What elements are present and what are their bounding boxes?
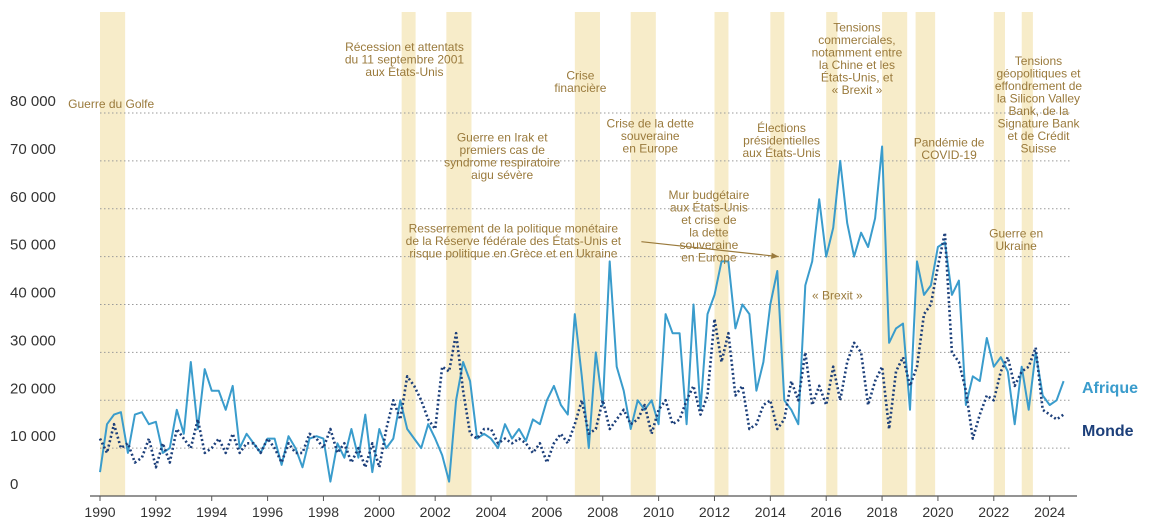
annotation-12: Resserrement de la politique monétaire de… [406, 222, 779, 261]
annotation-text: Pandémie de COVID-19 [914, 136, 985, 163]
annotation-arrow-head [771, 252, 779, 259]
annotation-text: Resserrement de la politique monétaire de… [406, 222, 622, 261]
annotation-5: Mur budgétaire aux États-Unis et crise de l… [669, 188, 750, 264]
annotation-11: Tensions géopolitiques et effondrement de l… [995, 54, 1083, 156]
annotation-9: Pandémie de COVID-19 [914, 136, 985, 163]
shaded-period-10 [993, 12, 1005, 496]
shaded-period-5 [714, 12, 729, 496]
annotation-1: Récession et attentats du 11 septembre 20… [345, 40, 465, 79]
x-tick-label: 2014 [755, 504, 786, 520]
x-tick-label: 1996 [252, 504, 283, 520]
y-tick-label: 30 000 [10, 332, 56, 349]
y-tick-label: 0 [10, 476, 18, 493]
annotation-2: Guerre en Irak et premiers cas de syndrome… [444, 131, 560, 183]
annotation-text: Guerre du Golfe [68, 97, 154, 111]
y-tick-label: 10 000 [10, 428, 56, 445]
series-labels: Afrique Monde [1082, 380, 1138, 440]
annotation-text: Récession et attentats du 11 septembre 20… [345, 40, 465, 79]
shaded-period-4 [630, 12, 656, 496]
annotation-4: Crise de la dette souveraine en Europe [607, 116, 695, 155]
annotation-text: Élections présidentielles aux États-Unis [743, 120, 821, 160]
x-tick-label: 1994 [196, 504, 227, 520]
x-tick-label: 2004 [475, 504, 506, 520]
x-tick-label: 2016 [811, 504, 842, 520]
shaded-period-3 [574, 12, 600, 496]
x-tick-label: 2002 [420, 504, 451, 520]
shaded-period-9 [915, 12, 936, 496]
annotation-8: « Brexit » [812, 289, 863, 303]
x-tick-label: 1992 [140, 504, 171, 520]
annotation-text: Tensions commerciales, notamment entre la C… [812, 21, 903, 98]
annotations: Guerre du Golfe Récession et attentats du … [68, 21, 1082, 303]
y-tick-label: 70 000 [10, 141, 56, 158]
x-tick-label: 2018 [866, 504, 897, 520]
series-label-afrique: Afrique [1082, 380, 1138, 397]
x-tick-label: 2024 [1034, 504, 1065, 520]
shaded-period-0 [100, 12, 126, 496]
x-tick-label: 1990 [84, 504, 115, 520]
series-line-monde [98, 231, 1065, 469]
annotation-text: Mur budgétaire aux États-Unis et crise de l… [669, 188, 750, 264]
shaded-period-11 [1021, 12, 1033, 496]
shaded-period-1 [401, 12, 416, 496]
annotation-10: Guerre en Ukraine [989, 226, 1043, 253]
annotation-text: Tensions géopolitiques et effondrement de l… [995, 54, 1083, 156]
annotation-3: Crise financière [554, 68, 606, 95]
y-tick-label: 80 000 [10, 93, 56, 110]
y-tick-label: 50 000 [10, 237, 56, 254]
shaded-period-6 [770, 12, 785, 496]
annotation-0: Guerre du Golfe [68, 97, 154, 111]
x-tick-label: 2000 [364, 504, 395, 520]
annotation-6: Élections présidentielles aux États-Unis [743, 120, 821, 160]
x-tick-label: 2020 [922, 504, 953, 520]
annotation-arrow-line [641, 241, 779, 258]
shaded-periods [100, 12, 1033, 496]
annotation-text: Guerre en Irak et premiers cas de syndrome… [444, 131, 560, 183]
shaded-period-2 [446, 12, 472, 496]
x-tick-label: 2010 [643, 504, 674, 520]
axes: 0 10 000 20 000 30 000 40 000 50 000 60 000 70 … [10, 93, 1077, 520]
series-label-monde: Monde [1082, 423, 1134, 440]
x-tick-label: 2022 [978, 504, 1009, 520]
annotation-text: « Brexit » [812, 289, 863, 303]
x-tick-label: 2006 [531, 504, 562, 520]
y-tick-label: 40 000 [10, 285, 56, 302]
series-lines [98, 145, 1065, 483]
annotation-text: Guerre en Ukraine [989, 226, 1043, 253]
annotation-text: Crise de la dette souveraine en Europe [607, 116, 695, 155]
x-tick-label: 2008 [587, 504, 618, 520]
shaded-period-7 [826, 12, 838, 496]
y-tick-label: 60 000 [10, 189, 56, 206]
x-tick-label: 1998 [308, 504, 339, 520]
y-tick-label: 20 000 [10, 380, 56, 397]
annotation-7: Tensions commerciales, notamment entre la C… [812, 21, 903, 98]
x-tick-label: 2012 [699, 504, 730, 520]
annotation-text: Crise financière [554, 68, 606, 95]
